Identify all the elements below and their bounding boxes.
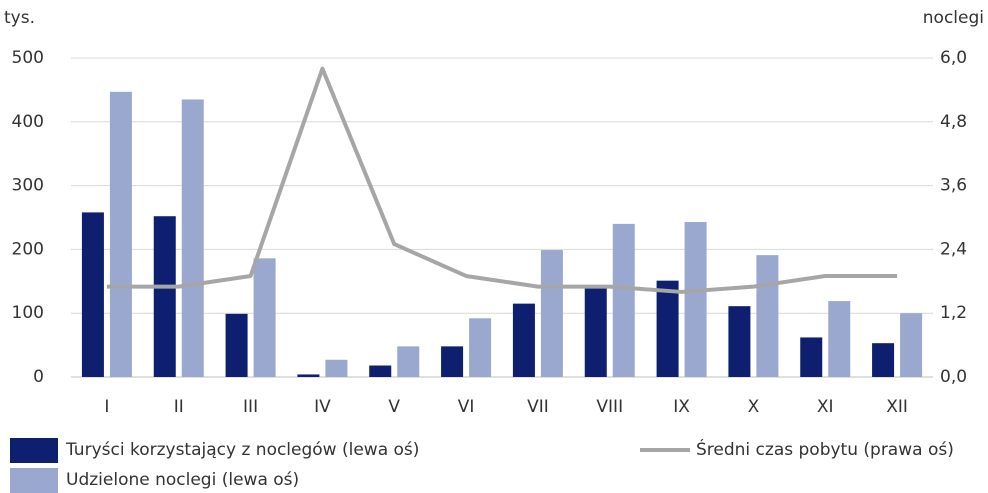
bar — [656, 280, 679, 377]
bar — [684, 221, 707, 377]
y2-tick-label: 4,8 — [940, 112, 967, 132]
bar — [872, 343, 895, 377]
bar — [512, 303, 535, 377]
y-tick-label: 500 — [12, 48, 44, 68]
x-tick-label: IX — [673, 397, 690, 417]
bar — [612, 223, 635, 377]
bar — [728, 306, 751, 377]
x-tick-label: XII — [886, 397, 908, 417]
x-tick-label: IV — [314, 397, 331, 417]
bar — [325, 359, 348, 377]
y2-tick-label: 0,0 — [940, 367, 967, 387]
y-tick-label: 0 — [33, 367, 44, 387]
y2-tick-label: 1,2 — [940, 303, 967, 323]
bar — [153, 216, 176, 377]
y-tick-label: 100 — [12, 303, 44, 323]
bar — [253, 258, 276, 377]
x-tick-label: X — [748, 397, 760, 417]
y-tick-label: 200 — [12, 239, 44, 259]
bar — [369, 365, 392, 377]
legend-swatch — [10, 468, 58, 493]
x-tick-label: VIII — [596, 397, 623, 417]
legend-label: Turyści korzystający z noclegów (lewa oś… — [65, 440, 419, 460]
y2-tick-label: 6,0 — [940, 48, 967, 68]
bar — [81, 212, 104, 377]
bar — [756, 255, 779, 377]
bar — [441, 346, 464, 377]
line-series — [106, 66, 898, 294]
x-tick-label: II — [174, 397, 184, 417]
y-axis-label: tys. — [4, 8, 35, 28]
bar — [584, 285, 607, 377]
x-tick-label: V — [388, 397, 400, 417]
y-tick-label: 400 — [12, 112, 44, 132]
y2-tick-label: 3,6 — [940, 176, 967, 196]
y2-axis-label: noclegi — [923, 8, 984, 28]
bar — [469, 318, 492, 377]
y2-tick-label: 2,4 — [940, 239, 967, 259]
x-tick-label: VI — [458, 397, 475, 417]
bar — [297, 374, 320, 377]
bar — [900, 313, 923, 377]
legend-swatch — [10, 438, 58, 463]
x-tick-label: XI — [817, 397, 834, 417]
bar — [109, 91, 132, 378]
legend-label: Średni czas pobytu (prawa oś) — [696, 438, 954, 460]
y-tick-label: 300 — [12, 176, 44, 196]
legend-label: Udzielone noclegi (lewa oś) — [66, 470, 299, 490]
x-tick-label: I — [104, 397, 109, 417]
bar — [397, 346, 420, 377]
bar — [828, 301, 851, 377]
bar — [540, 250, 563, 377]
x-tick-label: III — [243, 397, 258, 417]
bar — [225, 313, 248, 377]
x-tick-label: VII — [527, 397, 549, 417]
bar — [800, 337, 823, 377]
bar — [181, 99, 204, 377]
